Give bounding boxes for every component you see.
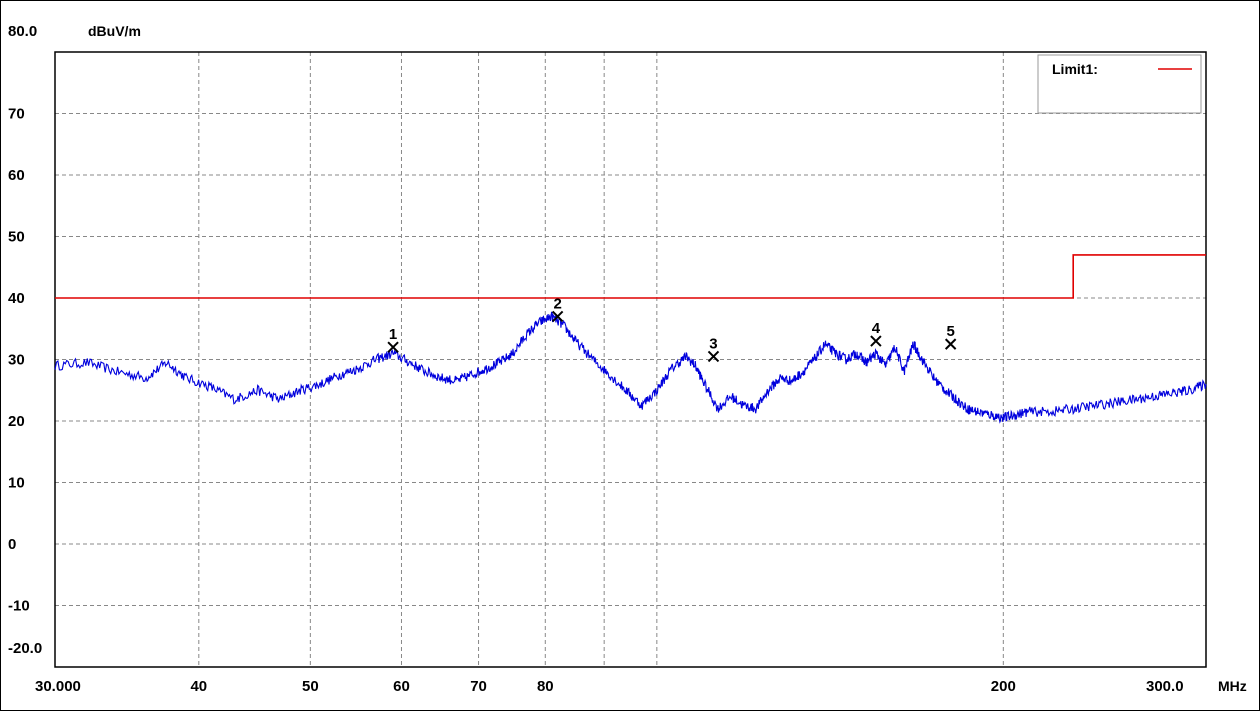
grid-lines <box>55 52 1206 667</box>
peak-marker <box>871 336 881 346</box>
y-tick-label: 80.0 <box>8 23 37 40</box>
y-tick-label: 60 <box>8 167 25 184</box>
peak-marker <box>946 339 956 349</box>
y-tick-label: 30 <box>8 352 25 369</box>
x-axis-unit: MHz <box>1218 678 1247 694</box>
x-tick-label: 30.000 <box>35 678 81 695</box>
x-tick-label: 70 <box>470 678 487 695</box>
y-tick-label: -10 <box>8 598 30 615</box>
x-tick-label: 40 <box>190 678 207 695</box>
y-tick-label: 40 <box>8 290 25 307</box>
limit-line-series <box>55 255 1206 298</box>
x-axis-ticks: 30.000 40 50 60 70 80 200 300.0 <box>35 678 1184 695</box>
y-tick-label: 70 <box>8 106 25 123</box>
legend: Limit1: <box>1038 55 1201 113</box>
y-tick-label: 0 <box>8 536 16 553</box>
peak-marker-label: 5 <box>946 323 954 340</box>
peak-marker-label: 1 <box>389 326 397 343</box>
legend-label-limit1: Limit1: <box>1052 61 1098 77</box>
x-tick-label: 80 <box>537 678 554 695</box>
y-axis-unit: dBuV/m <box>88 23 141 39</box>
x-tick-label: 200 <box>991 678 1016 695</box>
y-axis-ticks: 80.0 70 60 50 40 30 20 10 0 -10 -20.0 <box>8 23 42 657</box>
peak-marker <box>388 342 398 352</box>
x-tick-label: 300.0 <box>1146 678 1184 695</box>
y-tick-label: 20 <box>8 413 25 430</box>
y-tick-label: 10 <box>8 475 25 492</box>
marker-layer: 1 2 3 4 5 <box>388 295 956 361</box>
series-layer <box>55 255 1206 422</box>
peak-marker-label: 3 <box>709 335 717 352</box>
x-tick-label: 60 <box>393 678 410 695</box>
x-tick-label: 50 <box>302 678 319 695</box>
peak-marker-label: 4 <box>872 320 881 337</box>
y-tick-label: 50 <box>8 229 25 246</box>
peak-marker-label: 2 <box>553 295 561 312</box>
y-tick-label: -20.0 <box>8 640 42 657</box>
measurement-series <box>55 312 1206 422</box>
